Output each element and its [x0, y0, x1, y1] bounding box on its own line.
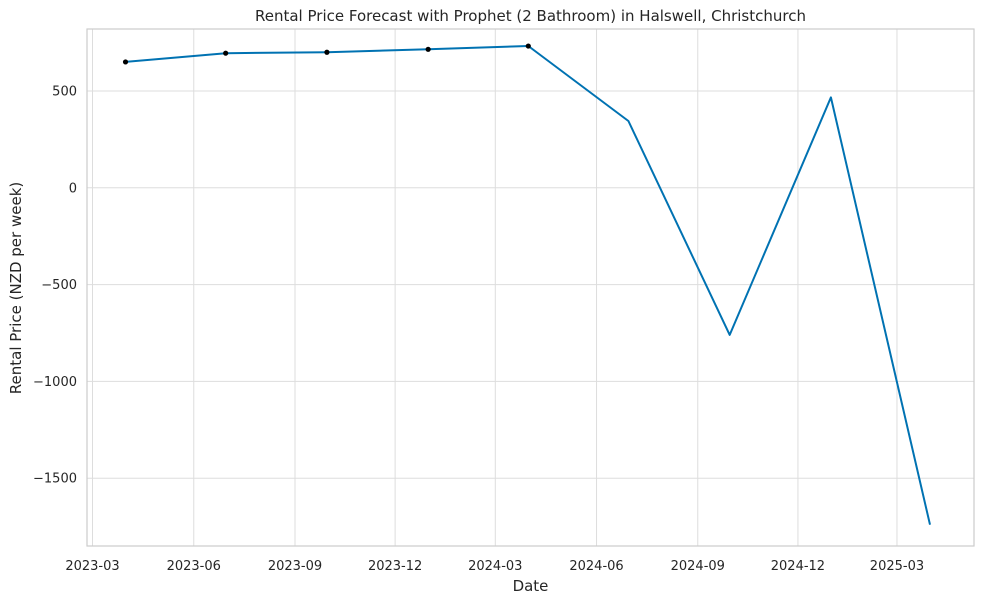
tick-labels: 2023-03 2023-06 2023-09 2023-12 2024-03 2024-…	[33, 84, 924, 574]
y-tick-label: −1000	[33, 375, 77, 390]
y-tick-label: −1500	[33, 472, 77, 487]
x-tick-label: 2023-12	[368, 559, 422, 574]
observed-point	[525, 43, 531, 49]
chart-title: Rental Price Forecast with Prophet (2 Ba…	[255, 7, 806, 25]
y-tick-label: 500	[52, 84, 77, 99]
observed-point	[122, 59, 129, 65]
y-axis-label: Rental Price (NZD per week)	[7, 182, 25, 394]
x-tick-label: 2024-06	[569, 559, 623, 574]
observed-point	[425, 46, 431, 52]
observed-point	[223, 50, 229, 56]
x-tick-label: 2025-03	[870, 559, 924, 574]
x-tick-label: 2023-03	[65, 559, 119, 574]
x-axis-label: Date	[513, 577, 549, 595]
x-tick-label: 2024-12	[771, 559, 825, 574]
x-tick-label: 2023-09	[268, 559, 322, 574]
x-tick-label: 2024-09	[671, 559, 725, 574]
y-tick-label: 0	[69, 181, 77, 196]
x-tick-label: 2023-06	[167, 559, 221, 574]
y-tick-label: −500	[41, 278, 77, 293]
observed-point	[324, 49, 330, 55]
grid	[87, 29, 974, 546]
x-tick-label: 2024-03	[468, 559, 522, 574]
series-layer	[122, 43, 931, 525]
plot-frame	[86, 28, 975, 547]
